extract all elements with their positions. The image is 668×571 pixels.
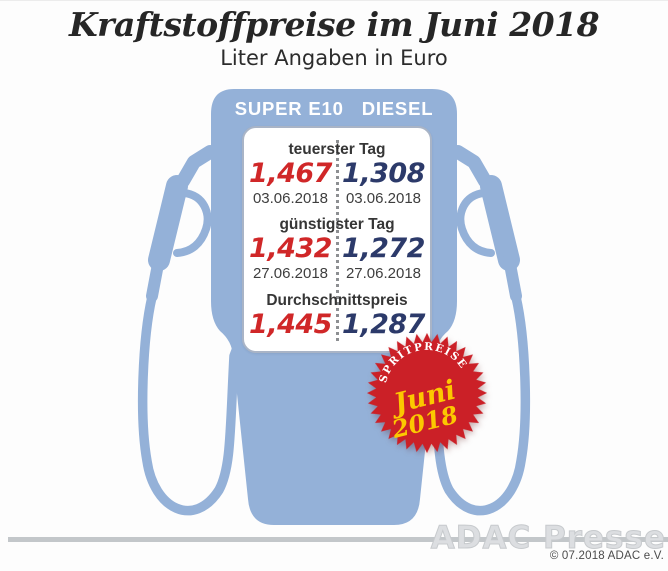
price-row: 1,467 1,308 [244,157,430,189]
page-subtitle: Liter Angaben in Euro [220,46,448,70]
pump-column-headers: SUPER E10 DIESEL [211,98,457,120]
nozzle-connector [146,253,165,302]
super-e10-date: 03.06.2018 [252,189,329,207]
footer-divider-line [8,537,668,542]
column-header-super-e10: SUPER E10 [234,98,344,119]
section-label: günstigster Tag [279,216,395,233]
column-divider [336,140,339,341]
diesel-price: 1,308 [342,157,425,189]
column-header-diesel: DIESEL [361,98,434,119]
diesel-date: 27.06.2018 [345,265,422,282]
nozzle-spout [176,145,217,188]
fuel-nozzle-left-icon [137,145,242,516]
diesel-price: 1,287 [342,308,425,340]
section-durchschnittspreis: Durchschnittspreis 1,445 1,287 [244,291,430,340]
date-row: 27.06.2018 27.06.2018 [244,264,430,283]
diesel-date: 03.06.2018 [345,189,422,207]
copyright-text: © 07.2018 ADAC e.V. [549,550,664,562]
nozzle-handle [148,175,188,271]
date-row: 03.06.2018 03.06.2018 [244,189,430,208]
price-row: 1,445 1,287 [244,308,430,340]
page-title: Kraftstoffpreise im Juni 2018 [68,5,600,44]
price-panel: teuerster Tag 1,467 1,308 03.06.2018 03.… [242,126,432,353]
fuel-hose-left [137,292,242,516]
super-e10-date: 27.06.2018 [252,265,329,282]
super-e10-price: 1,445 [249,308,332,340]
section-label: teuerster Tag [288,140,386,158]
nozzle-trigger-guard [173,189,212,257]
section-guenstigster-tag: günstigster Tag 1,432 1,272 27.06.2018 2… [244,215,430,283]
diesel-price: 1,272 [342,233,425,264]
super-e10-price: 1,432 [249,233,332,264]
section-label: Durchschnittspreis [266,291,408,309]
price-row: 1,432 1,272 [244,234,430,264]
adac-presse-watermark: ADAC Presse [430,520,666,557]
section-teuerster-tag: teuerster Tag 1,467 1,308 03.06.2018 03.… [244,140,430,208]
super-e10-price: 1,467 [249,157,332,189]
